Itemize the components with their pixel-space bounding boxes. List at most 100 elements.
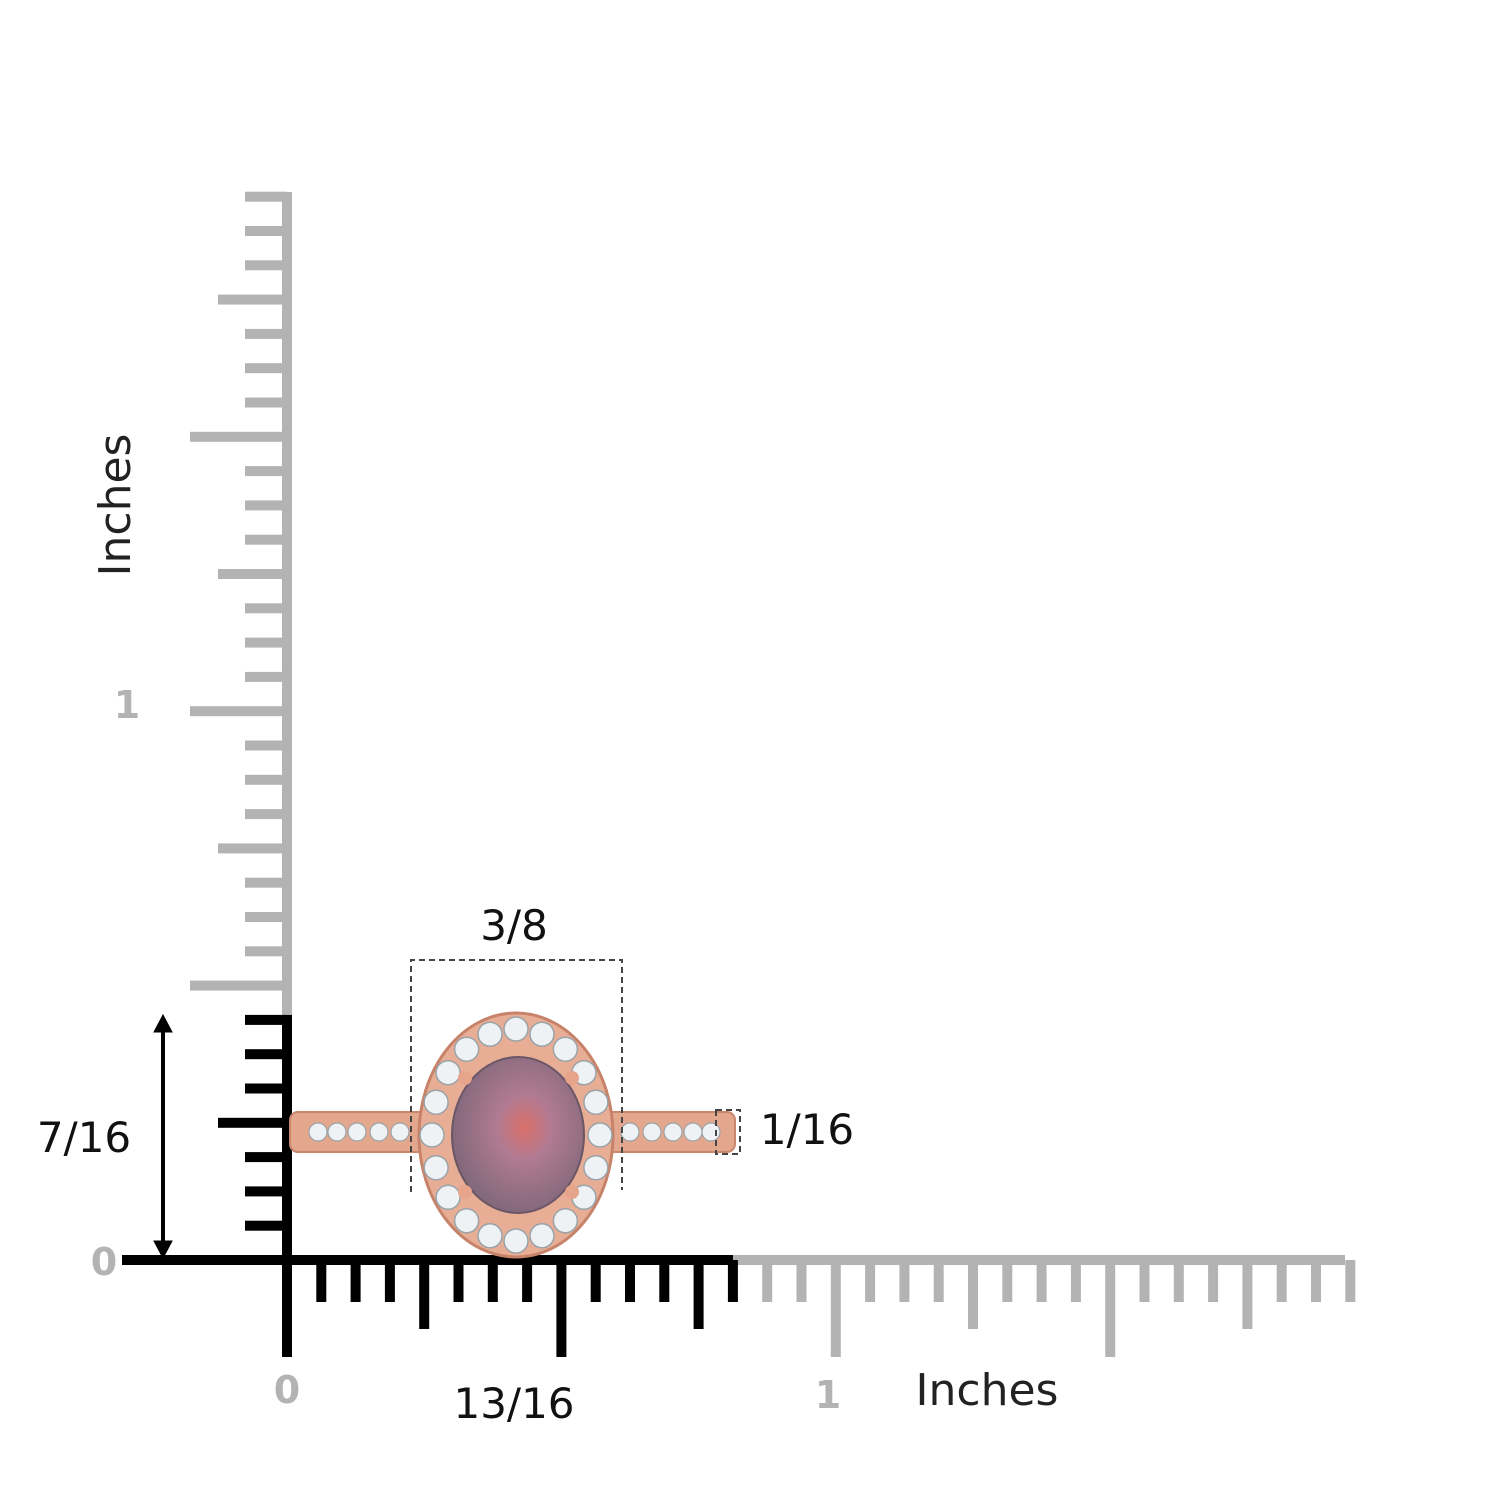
ruler-tick bbox=[245, 397, 287, 408]
ruler-tick bbox=[245, 260, 287, 271]
ruler-tick bbox=[282, 1260, 292, 1357]
ruler-tick bbox=[245, 466, 287, 477]
ruler-tick bbox=[1311, 1260, 1321, 1302]
ruler-tick bbox=[218, 843, 287, 854]
ruler-spine bbox=[282, 1015, 292, 1265]
diamond bbox=[683, 1122, 703, 1142]
x-label: 0 bbox=[274, 1368, 300, 1412]
height-arrow bbox=[153, 1013, 173, 1260]
ruler-tick bbox=[693, 1260, 704, 1329]
ruler-tick bbox=[245, 809, 287, 820]
ruler-tick bbox=[245, 603, 287, 614]
diamond bbox=[701, 1122, 721, 1142]
diamond bbox=[583, 1155, 609, 1181]
ruler-tick bbox=[590, 1260, 601, 1302]
diamond bbox=[477, 1223, 503, 1249]
ruler-tick bbox=[245, 191, 287, 202]
height-label: 7/16 bbox=[37, 1113, 131, 1162]
ruler-tick bbox=[245, 774, 287, 785]
ruler-tick bbox=[1139, 1260, 1150, 1302]
diamond bbox=[390, 1122, 410, 1142]
dimension-guides bbox=[410, 959, 741, 1192]
ruler-tick bbox=[1036, 1260, 1047, 1302]
diamond bbox=[587, 1122, 613, 1148]
ruler-tick bbox=[245, 534, 287, 545]
x-axis-title: Inches bbox=[916, 1365, 1059, 1416]
ruler-tick bbox=[245, 1083, 287, 1094]
ruler-tick bbox=[1173, 1260, 1184, 1302]
diamond bbox=[435, 1184, 461, 1211]
diamond bbox=[453, 1036, 480, 1062]
ruler-tick bbox=[453, 1260, 464, 1302]
diamond bbox=[369, 1122, 389, 1142]
ruler-tick bbox=[1242, 1260, 1253, 1329]
ruler-tick bbox=[419, 1260, 430, 1329]
ruler-tick bbox=[218, 294, 287, 305]
diamond bbox=[663, 1122, 683, 1142]
ruler-tick bbox=[245, 1014, 287, 1025]
ruler-tick bbox=[659, 1260, 670, 1302]
diamond bbox=[435, 1059, 461, 1086]
x-label: 1 bbox=[815, 1373, 841, 1417]
diamond bbox=[552, 1036, 579, 1062]
ruler-tick bbox=[1070, 1260, 1081, 1302]
diamond bbox=[327, 1122, 347, 1142]
rulers bbox=[122, 191, 1356, 1357]
ruler-tick bbox=[762, 1260, 773, 1302]
ruler-tick bbox=[245, 226, 287, 236]
ruler-tick bbox=[245, 1152, 287, 1163]
ruler-tick bbox=[968, 1260, 978, 1329]
ruler-tick bbox=[245, 1049, 287, 1060]
ruler-tick bbox=[245, 671, 287, 682]
diamond bbox=[503, 1016, 529, 1042]
ruler-tick bbox=[899, 1260, 910, 1302]
ruler-tick bbox=[830, 1260, 841, 1357]
diamond bbox=[552, 1208, 579, 1234]
diamond bbox=[308, 1122, 328, 1142]
ruler-tick bbox=[190, 431, 287, 442]
width-label: 3/8 bbox=[480, 901, 548, 950]
ruler-tick bbox=[218, 569, 287, 579]
ruler-tick bbox=[245, 328, 287, 339]
diamond bbox=[453, 1208, 480, 1234]
ruler-tick bbox=[1276, 1260, 1287, 1302]
ruler-tick bbox=[245, 740, 287, 751]
ruler-tick bbox=[245, 946, 287, 957]
ring bbox=[289, 1011, 736, 1259]
diamond bbox=[477, 1021, 503, 1047]
ruler-tick bbox=[727, 1260, 738, 1302]
ruler-tick bbox=[190, 706, 287, 717]
diamond bbox=[419, 1122, 445, 1148]
diamond bbox=[642, 1122, 662, 1142]
ruler-tick bbox=[245, 637, 287, 648]
ruler-tick bbox=[796, 1260, 807, 1302]
diamond bbox=[347, 1122, 367, 1142]
ruler-tick bbox=[1002, 1260, 1013, 1302]
ruler-tick bbox=[556, 1260, 567, 1357]
band-label: 1/16 bbox=[760, 1105, 854, 1154]
ruler-tick bbox=[1208, 1260, 1219, 1302]
ruler-tick bbox=[218, 1117, 287, 1128]
ruler-tick bbox=[487, 1260, 498, 1302]
ruler-tick bbox=[350, 1260, 361, 1302]
ruler-tick bbox=[245, 1220, 287, 1231]
ruler-tick bbox=[625, 1260, 635, 1302]
ruler-tick bbox=[245, 500, 287, 511]
y-label: 1 bbox=[114, 683, 140, 727]
diamond bbox=[583, 1089, 609, 1115]
ruler-tick bbox=[933, 1260, 944, 1302]
ruler-tick bbox=[1345, 1260, 1356, 1302]
ruler-tick bbox=[865, 1260, 876, 1302]
ruler-tick bbox=[522, 1260, 533, 1302]
diamond bbox=[529, 1223, 555, 1249]
ruler-tick bbox=[245, 363, 287, 374]
diamond bbox=[503, 1228, 529, 1254]
diamond bbox=[423, 1089, 449, 1115]
ruler-tick bbox=[245, 877, 287, 888]
ruler-tick bbox=[1105, 1260, 1116, 1357]
y-axis-title: Inches bbox=[90, 434, 141, 577]
length-label: 13/16 bbox=[453, 1379, 574, 1428]
ruler-tick bbox=[245, 912, 287, 922]
ruler-tick bbox=[384, 1260, 395, 1302]
